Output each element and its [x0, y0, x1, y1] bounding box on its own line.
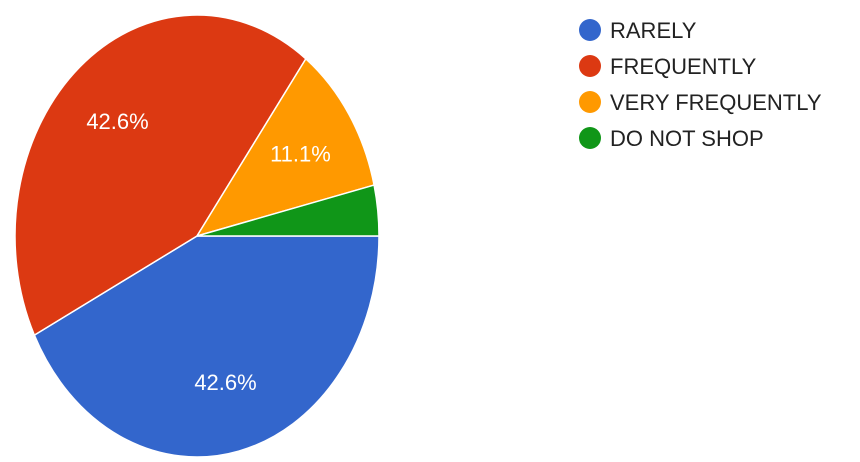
legend-marker [579, 19, 601, 41]
legend-item-very-frequently: VERY FREQUENTLY [579, 90, 822, 115]
pie-slice-do-not-shop [196, 184, 380, 237]
pie-slice-rarely [33, 235, 380, 458]
data-label-very-frequently: 11.1% [270, 141, 331, 166]
legend: RARELY FREQUENTLY VERY FREQUENTLY DO NOT SH… [579, 18, 822, 151]
pie-slices [14, 14, 380, 458]
legend-label: RARELY [610, 18, 697, 43]
legend-item-frequently: FREQUENTLY [579, 54, 757, 79]
legend-item-rarely: RARELY [579, 18, 697, 43]
pie-slice-very-frequently [195, 57, 375, 238]
legend-marker [579, 55, 601, 77]
pie-slice-frequently [14, 14, 307, 337]
legend-label: FREQUENTLY [610, 54, 757, 79]
data-label-frequently: 42.6% [86, 109, 148, 134]
legend-label: VERY FREQUENTLY [610, 90, 822, 115]
data-label-rarely: 42.6% [194, 370, 256, 395]
pie-data-labels: 42.6% 42.6% 11.1% [86, 109, 330, 395]
legend-item-do-not-shop: DO NOT SHOP [579, 126, 764, 151]
legend-marker [579, 127, 601, 149]
legend-label: DO NOT SHOP [610, 126, 764, 151]
legend-marker [579, 91, 601, 113]
